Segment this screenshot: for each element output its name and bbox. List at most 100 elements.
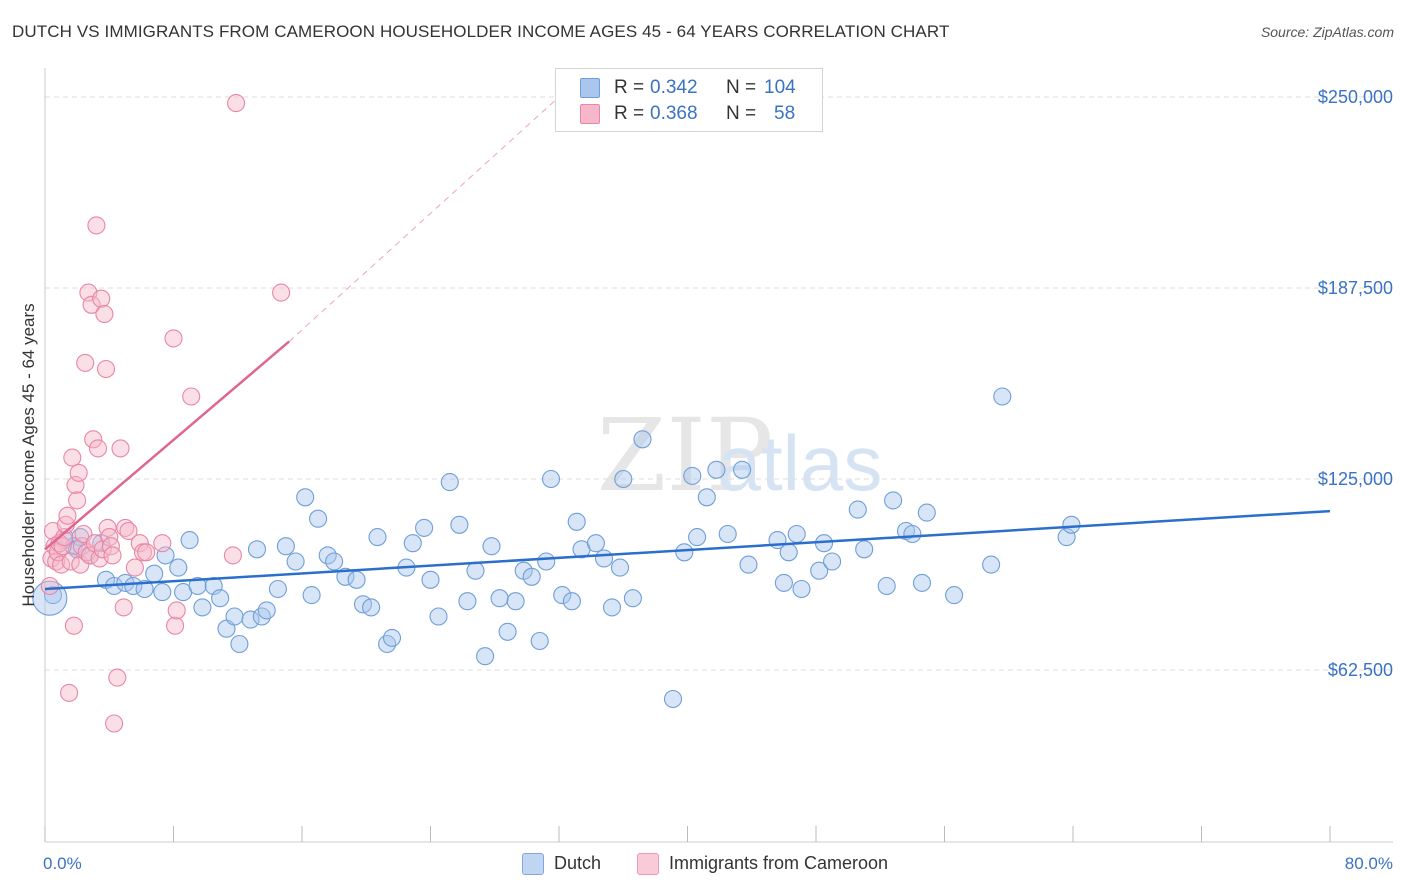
- dutch-point: [188, 576, 207, 596]
- source-label: Source: ZipAtlas.com: [1260, 24, 1394, 40]
- dutch-point: [912, 573, 932, 592]
- dutch-point: [810, 561, 829, 580]
- dutch-point: [779, 543, 798, 562]
- dutch-point: [945, 586, 964, 605]
- dutch-point: [309, 509, 328, 528]
- dutch-point: [848, 500, 867, 519]
- cameroon-point: [88, 439, 108, 458]
- cameroon-point: [84, 430, 103, 449]
- legend-n-value-dutch: 104: [764, 77, 796, 98]
- dutch-point: [325, 552, 344, 571]
- dutch-point: [268, 579, 287, 599]
- gridlines: [45, 96, 1393, 671]
- dutch-point: [193, 598, 212, 617]
- cameroon-point: [47, 552, 66, 571]
- cameroon-point: [167, 601, 186, 620]
- cameroon-point: [108, 668, 127, 687]
- dutch-points: [32, 387, 1081, 709]
- dutch-point: [553, 586, 572, 605]
- cameroon-point: [114, 598, 133, 617]
- dutch-point: [252, 607, 271, 626]
- cameroon-point: [60, 683, 79, 702]
- watermark-atlas: atlas: [718, 419, 883, 507]
- dutch-point: [230, 634, 249, 654]
- cameroon-point: [164, 329, 183, 348]
- cameroon-point: [63, 448, 82, 467]
- dutch-point: [594, 549, 614, 568]
- dutch-point: [490, 589, 509, 608]
- dutch-point: [169, 558, 188, 577]
- dutch-point: [683, 466, 702, 485]
- dutch-point: [1062, 515, 1081, 534]
- y-tick-label: $187,500: [1318, 278, 1393, 298]
- dutch-point: [362, 598, 381, 617]
- dutch-point: [602, 598, 622, 617]
- cameroon-point: [103, 546, 122, 565]
- legend-n-value-cameroon: 58: [774, 103, 796, 124]
- dutch-point: [458, 592, 477, 611]
- cameroon-point: [53, 537, 72, 556]
- dutch-point: [663, 689, 683, 709]
- cameroon-point: [182, 387, 201, 406]
- dutch-point: [450, 515, 469, 534]
- x-tick-label-left: 0.0%: [43, 854, 82, 873]
- dutch-point: [124, 576, 143, 596]
- cameroon-point: [272, 283, 291, 302]
- trend-lines: [44, 96, 1331, 591]
- dutch-point: [506, 592, 525, 611]
- watermark-zip: ZIP: [597, 397, 773, 514]
- y-tick-label: $250,000: [1318, 87, 1393, 107]
- dutch-point: [482, 537, 501, 556]
- dutch-point: [614, 469, 633, 489]
- cameroon-point: [64, 616, 83, 635]
- correlation-legend: R = 0.342 N = 104 R = 0.368 N = 58: [555, 68, 823, 132]
- dutch-point: [884, 491, 903, 510]
- cameroon-point: [100, 528, 119, 547]
- dutch-point: [296, 488, 315, 507]
- y-tick-label: $125,000: [1318, 469, 1393, 489]
- dutch-point: [739, 555, 758, 574]
- dutch-point: [225, 607, 244, 626]
- dutch-point: [257, 601, 276, 620]
- chart-title: DUTCH VS IMMIGRANTS FROM CAMEROON HOUSEH…: [12, 22, 950, 41]
- dutch-trend-line: [44, 509, 1331, 591]
- dutch-point: [530, 631, 549, 651]
- dutch-point: [541, 469, 561, 489]
- series-legend: Dutch Immigrants from Cameroon: [0, 852, 1406, 876]
- dutch-point: [586, 534, 605, 553]
- legend-n-label: N =: [726, 103, 757, 124]
- cameroon-point: [95, 304, 114, 324]
- legend-swatch-cameroon: [637, 853, 659, 875]
- y-tick-labels: $62,500 $125,000 $187,500 $250,000: [1318, 87, 1393, 680]
- dutch-point: [347, 570, 366, 589]
- axes: [44, 68, 1393, 843]
- dutch-point: [562, 592, 581, 611]
- dutch-point: [336, 567, 355, 586]
- cameroon-point: [92, 289, 111, 308]
- cameroon-point: [137, 543, 156, 562]
- dutch-point: [466, 561, 485, 580]
- dutch-point: [718, 524, 737, 544]
- legend-swatch-cameroon: [580, 104, 600, 124]
- legend-r-label: R =: [614, 77, 645, 98]
- cameroon-point: [76, 353, 95, 372]
- dutch-point: [421, 570, 440, 589]
- dutch-point: [982, 555, 1001, 574]
- cameroon-point: [125, 558, 144, 577]
- dutch-point: [855, 540, 874, 559]
- cameroon-point: [119, 521, 138, 541]
- dutch-point: [522, 567, 541, 586]
- cameroon-point: [223, 546, 242, 565]
- cameroon-point: [82, 295, 101, 314]
- cameroon-points: [40, 94, 291, 733]
- legend-r-value-dutch: 0.342: [650, 77, 698, 98]
- legend-label-cameroon: Immigrants from Cameroon: [669, 853, 889, 873]
- cameroon-point: [61, 552, 80, 571]
- dutch-point: [276, 537, 295, 556]
- dutch-point: [633, 430, 652, 449]
- dutch-point: [787, 524, 806, 544]
- dutch-point: [707, 460, 726, 479]
- y-axis-label: Householder Income Ages 45 - 64 years: [19, 303, 38, 606]
